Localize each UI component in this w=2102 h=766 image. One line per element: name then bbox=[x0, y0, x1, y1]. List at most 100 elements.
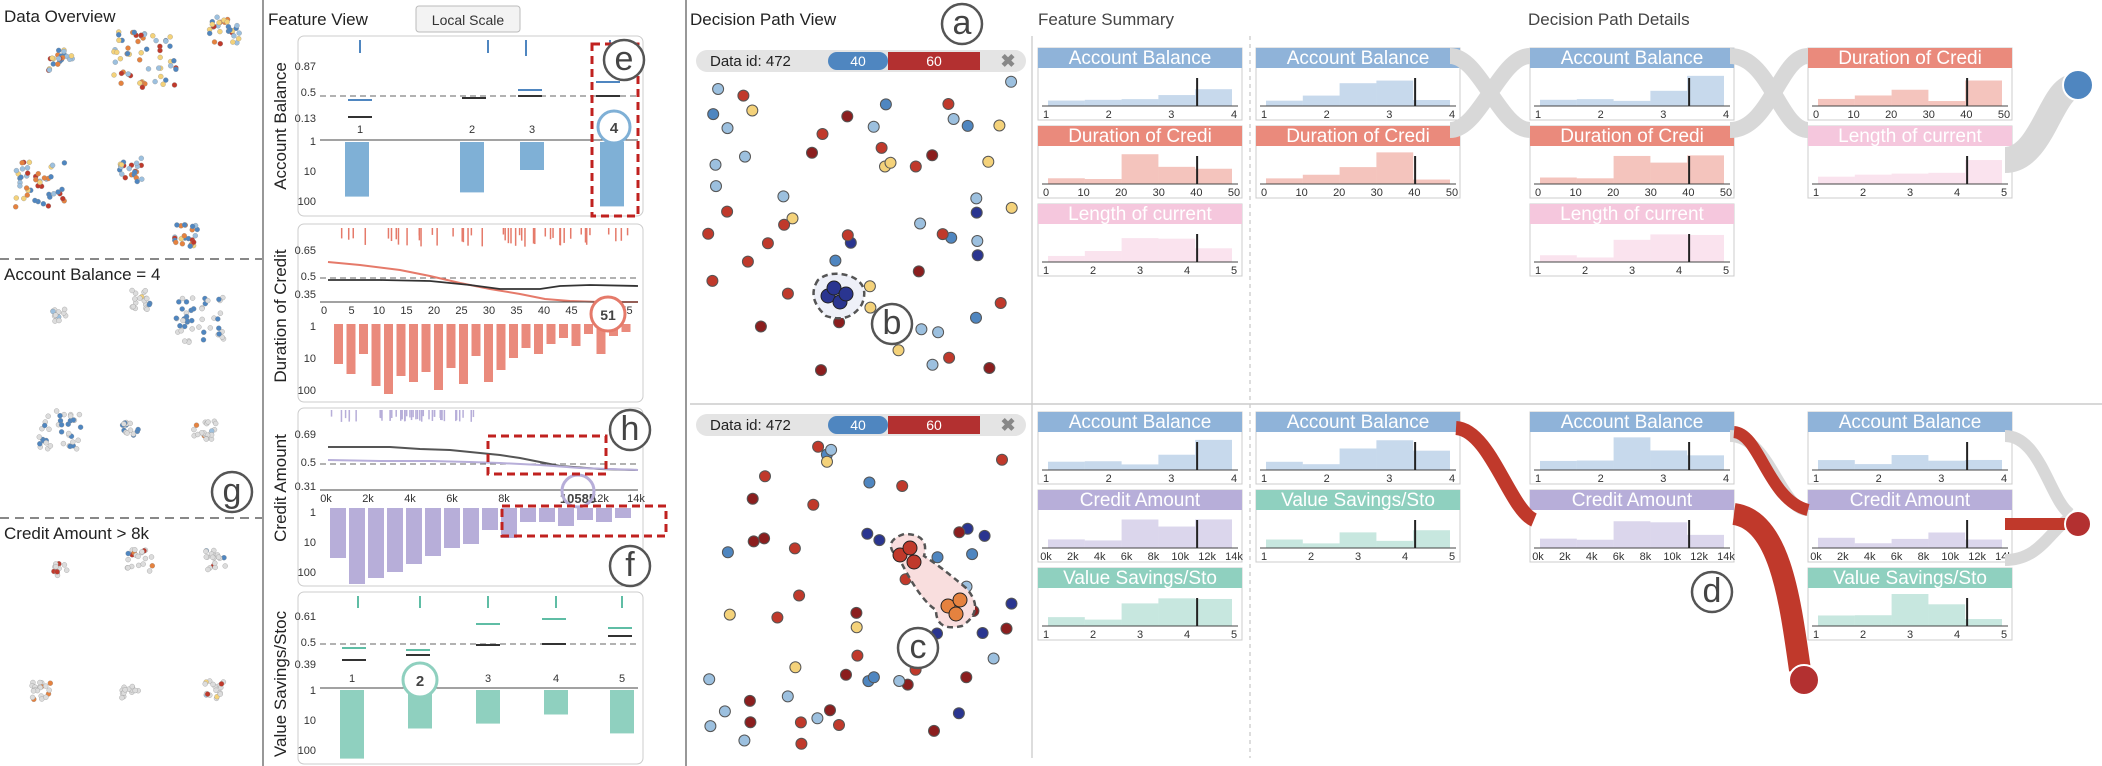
data-point[interactable] bbox=[863, 280, 876, 293]
data-point[interactable] bbox=[829, 254, 842, 267]
local-scale-toggle[interactable]: Local Scale bbox=[415, 5, 521, 33]
feature-duration-of-credit[interactable]: Duration of Credit 0.65 0.5 0.35 0 5 10 15 2… bbox=[271, 223, 644, 403]
data-point[interactable] bbox=[970, 311, 982, 324]
mini-histogram-panel[interactable]: Length of current 1 2 3 4 5 bbox=[1529, 203, 1735, 277]
data-point[interactable] bbox=[754, 320, 767, 333]
data-point[interactable] bbox=[781, 690, 794, 703]
data-point[interactable] bbox=[707, 108, 720, 121]
data-point[interactable] bbox=[926, 358, 939, 371]
data-point[interactable] bbox=[744, 716, 757, 729]
data-point[interactable] bbox=[926, 149, 939, 162]
data-point[interactable] bbox=[971, 235, 984, 247]
mini-histogram-panel[interactable]: Value Savings/Sto 1 2 3 4 5 bbox=[1255, 489, 1461, 563]
data-point[interactable] bbox=[703, 673, 716, 686]
data-point[interactable] bbox=[961, 119, 974, 132]
data-point[interactable] bbox=[824, 704, 836, 717]
data-point[interactable] bbox=[739, 150, 751, 163]
data-point[interactable] bbox=[781, 287, 794, 300]
feature-account-balance[interactable]: Account Balance 0.87 0.5 0.13 1 2 3 1 10… bbox=[271, 35, 646, 218]
data-point[interactable] bbox=[821, 455, 833, 468]
data-point[interactable] bbox=[966, 548, 979, 561]
data-point[interactable] bbox=[709, 158, 722, 171]
data-point[interactable] bbox=[978, 529, 991, 542]
mini-histogram-panel[interactable]: Account Balance 1 2 3 4 bbox=[1529, 411, 1735, 485]
data-point[interactable] bbox=[721, 205, 734, 218]
data-point[interactable] bbox=[816, 128, 829, 140]
data-point[interactable] bbox=[896, 480, 909, 492]
data-point[interactable] bbox=[777, 190, 790, 203]
data-point[interactable] bbox=[952, 707, 965, 720]
data-point[interactable] bbox=[932, 326, 945, 339]
data-point[interactable] bbox=[873, 534, 886, 547]
data-point[interactable] bbox=[741, 255, 754, 268]
mini-histogram-panel[interactable]: Account Balance 1 2 3 4 bbox=[1807, 411, 2013, 485]
data-point[interactable] bbox=[761, 237, 774, 250]
data-point[interactable] bbox=[851, 649, 864, 662]
data-point[interactable] bbox=[850, 621, 863, 634]
mini-histogram-panel[interactable]: Value Savings/Sto 1 2 3 4 5 bbox=[1037, 567, 1243, 641]
data-point[interactable] bbox=[815, 364, 827, 377]
data-point[interactable] bbox=[976, 627, 989, 639]
data-point[interactable] bbox=[721, 546, 734, 559]
mini-histogram-panel[interactable]: Length of current 1 2 3 4 5 bbox=[1037, 203, 1243, 277]
data-point[interactable] bbox=[794, 716, 807, 729]
data-point[interactable] bbox=[1005, 75, 1018, 88]
data-point[interactable] bbox=[840, 668, 852, 681]
mini-histogram-panel[interactable]: Value Savings/Sto 1 2 3 4 5 bbox=[1807, 567, 2013, 641]
data-point[interactable] bbox=[746, 492, 759, 505]
data-point[interactable] bbox=[942, 98, 955, 110]
data-point[interactable] bbox=[706, 274, 719, 287]
data-point[interactable] bbox=[863, 476, 876, 489]
data-point[interactable] bbox=[850, 606, 863, 619]
data-point[interactable] bbox=[996, 453, 1008, 466]
data-point[interactable] bbox=[710, 180, 722, 193]
data-point[interactable] bbox=[788, 542, 801, 555]
data-point[interactable] bbox=[811, 712, 824, 725]
data-point[interactable] bbox=[743, 694, 756, 707]
data-point[interactable] bbox=[928, 724, 940, 737]
data-point[interactable] bbox=[936, 228, 949, 241]
data-point[interactable] bbox=[1000, 622, 1013, 635]
mini-histogram-panel[interactable]: Duration of Credi 0 10 20 30 40 50 bbox=[1529, 125, 1735, 199]
data-point[interactable] bbox=[861, 527, 874, 540]
data-point[interactable] bbox=[704, 720, 717, 733]
data-point[interactable] bbox=[993, 119, 1006, 132]
data-point[interactable] bbox=[812, 440, 825, 453]
data-point[interactable] bbox=[1005, 201, 1018, 214]
data-point[interactable] bbox=[737, 89, 750, 102]
data-point[interactable] bbox=[841, 110, 854, 123]
data-point[interactable] bbox=[712, 83, 725, 95]
data-point[interactable] bbox=[864, 301, 877, 314]
data-point[interactable] bbox=[833, 719, 845, 731]
data-point[interactable] bbox=[893, 675, 906, 687]
data-point[interactable] bbox=[702, 227, 715, 240]
data-point[interactable] bbox=[867, 671, 880, 684]
data-point[interactable] bbox=[795, 737, 808, 750]
data-point[interactable] bbox=[1005, 597, 1018, 610]
data-point[interactable] bbox=[875, 141, 888, 154]
data-point[interactable] bbox=[915, 323, 928, 336]
data-point[interactable] bbox=[771, 611, 784, 624]
mini-histogram-panel[interactable]: Length of current 1 2 3 4 5 bbox=[1807, 125, 2013, 199]
data-point[interactable] bbox=[718, 705, 731, 718]
data-point[interactable] bbox=[786, 212, 799, 225]
data-point[interactable] bbox=[721, 122, 734, 135]
data-point[interactable] bbox=[912, 265, 925, 278]
data-point[interactable] bbox=[758, 532, 771, 545]
mini-histogram-panel[interactable]: Account Balance 1 2 3 4 bbox=[1037, 47, 1243, 121]
data-point[interactable] bbox=[960, 671, 973, 684]
mini-histogram-panel[interactable]: Duration of Credi 0 10 20 30 40 50 bbox=[1037, 125, 1243, 199]
data-point[interactable] bbox=[909, 160, 922, 173]
data-point[interactable] bbox=[825, 443, 838, 456]
data-point[interactable] bbox=[914, 217, 927, 230]
data-point[interactable] bbox=[789, 661, 802, 674]
data-point[interactable] bbox=[982, 155, 995, 168]
data-point[interactable] bbox=[970, 206, 983, 219]
data-point[interactable] bbox=[987, 652, 1000, 665]
data-point[interactable] bbox=[892, 344, 905, 357]
data-point[interactable] bbox=[759, 470, 771, 483]
